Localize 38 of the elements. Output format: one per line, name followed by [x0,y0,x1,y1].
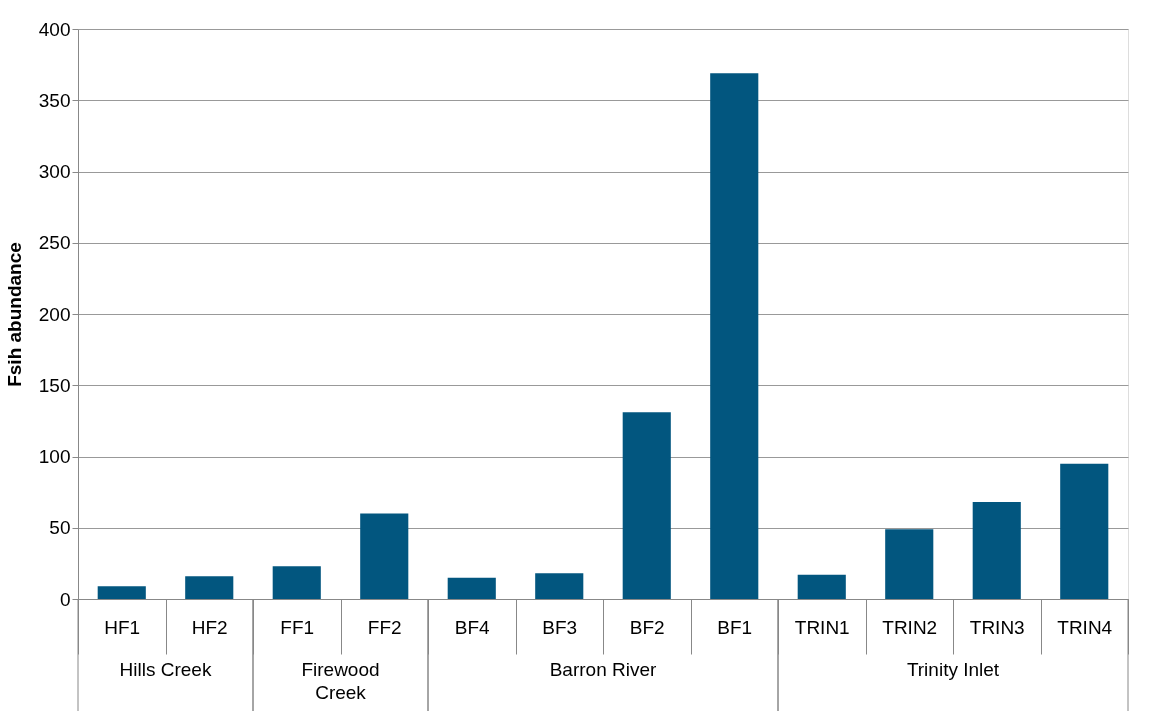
x-tick-label: HF2 [191,616,228,638]
y-tick-label: 300 [38,161,71,182]
text: Barron River [549,659,657,680]
y-tick-label: 150 [38,374,71,396]
text: Firewood Creek [301,659,380,703]
y-tick-label: 100 [38,446,71,467]
x-tick-label: TRIN2 [882,616,938,638]
y-axis-title: Fsih abundance [3,242,25,387]
bar [185,576,234,599]
x-tick-label: HF1 [104,616,141,638]
bar [447,577,496,599]
bar [535,573,584,599]
bar [360,513,409,599]
y-tick-label: 50 [49,517,71,539]
y-tick-label: 250 [38,232,71,254]
x-tick-label: FF2 [367,616,402,638]
y-tick-label: 0 [59,588,71,610]
x-tick-label: TRIN1 [794,616,850,638]
bar [272,566,321,599]
y-tick-label: 200 [38,303,71,325]
text: Hills Creek [119,659,212,680]
bar [885,529,934,599]
bar [710,73,759,599]
bar [97,586,146,599]
x-tick-label: BF1 [717,616,753,638]
x-tick-label: BF2 [629,616,665,638]
bar [622,412,671,599]
x-tick-label: FF1 [280,616,315,638]
bar [972,502,1021,599]
x-tick-label: BF4 [454,616,491,638]
bar [1060,463,1109,599]
x-tick-label: TRIN3 [969,616,1025,638]
y-tick-label: 350 [38,89,71,111]
y-tick-label: 400 [38,18,71,40]
bar [797,574,846,599]
x-tick-label: TRIN4 [1057,616,1113,638]
x-tick-label: BF3 [542,616,578,638]
text: Trinity Inlet [906,659,1000,680]
